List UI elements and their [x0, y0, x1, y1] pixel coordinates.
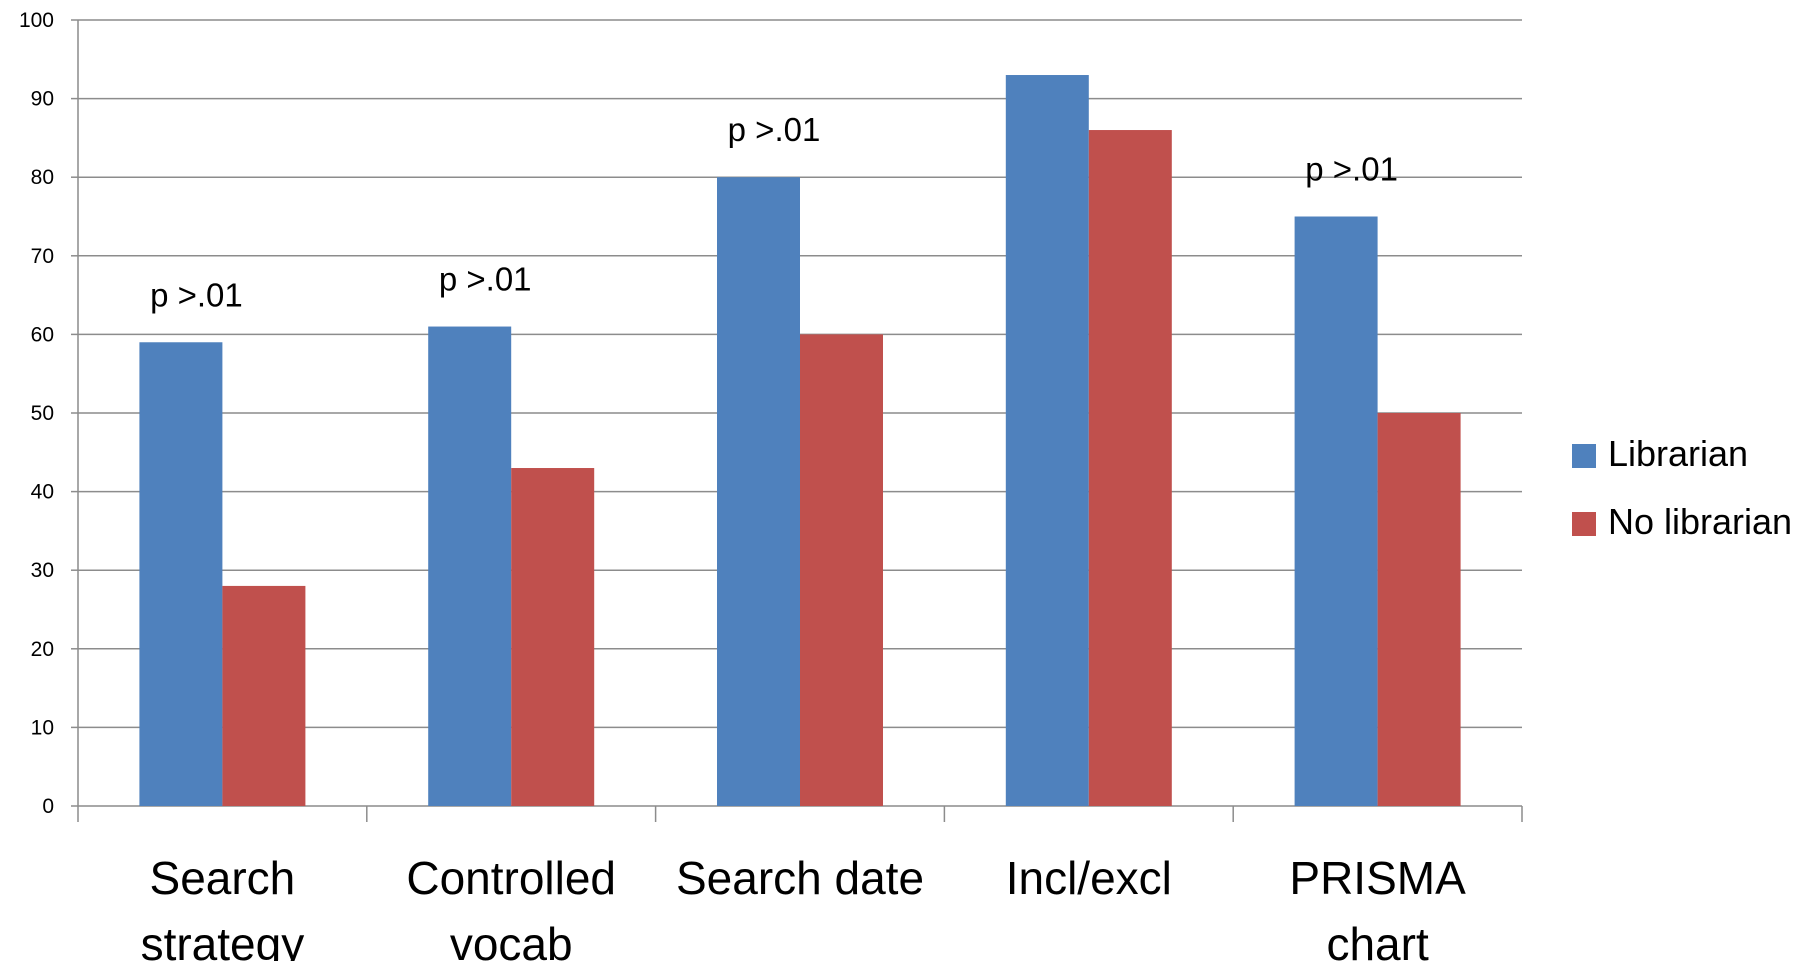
legend-label: Librarian: [1608, 433, 1748, 474]
axes: 0 10 20 30 40 50 60 70 80 90 100: [19, 9, 1523, 822]
bar-no-librarian: [222, 585, 306, 806]
labels: Search strategy p >.01 Controlled vocab p >.0…: [141, 111, 1467, 966]
legend: Librarian No librarian: [1572, 433, 1792, 542]
x-category-label: Search date: [676, 852, 924, 904]
legend-swatch: [1572, 512, 1596, 536]
y-tick-label: 60: [31, 323, 54, 346]
bar-librarian: [428, 326, 512, 806]
y-tick-label: 100: [19, 9, 54, 32]
bars: [139, 75, 1461, 807]
legend-swatch: [1572, 444, 1596, 468]
bar-librarian: [1005, 75, 1089, 806]
y-tick-label: 90: [31, 88, 54, 111]
x-category-label: strategy: [141, 918, 305, 961]
bar-no-librarian: [511, 468, 595, 806]
p-value-annotation: p >.01: [1305, 151, 1398, 188]
y-tick-label: 70: [31, 245, 54, 268]
bar-no-librarian: [1088, 130, 1172, 807]
p-value-annotation: p >.01: [439, 261, 532, 298]
y-tick-label: 30: [31, 559, 54, 582]
x-category-label: Incl/excl: [1006, 852, 1172, 904]
bar-no-librarian: [1377, 413, 1461, 806]
x-category-label: Search: [150, 852, 296, 904]
bar-no-librarian: [800, 334, 883, 806]
bar-librarian: [717, 177, 800, 806]
x-category-label: Controlled: [406, 852, 616, 904]
y-tick-label: 10: [31, 716, 54, 739]
y-tick-label: 80: [31, 166, 54, 189]
bar-librarian: [139, 342, 223, 806]
x-category-label: PRISMA: [1289, 852, 1466, 904]
y-tick-label: 20: [31, 638, 54, 661]
legend-label: No librarian: [1608, 501, 1792, 542]
x-category-label: chart: [1326, 918, 1428, 961]
y-tick-label: 0: [42, 795, 54, 818]
p-value-annotation: p >.01: [150, 276, 243, 313]
y-tick-label: 40: [31, 481, 54, 504]
p-value-annotation: p >.01: [728, 111, 821, 148]
bar-librarian: [1294, 216, 1378, 806]
x-category-label: vocab: [450, 918, 573, 961]
y-tick-label: 50: [31, 402, 54, 425]
